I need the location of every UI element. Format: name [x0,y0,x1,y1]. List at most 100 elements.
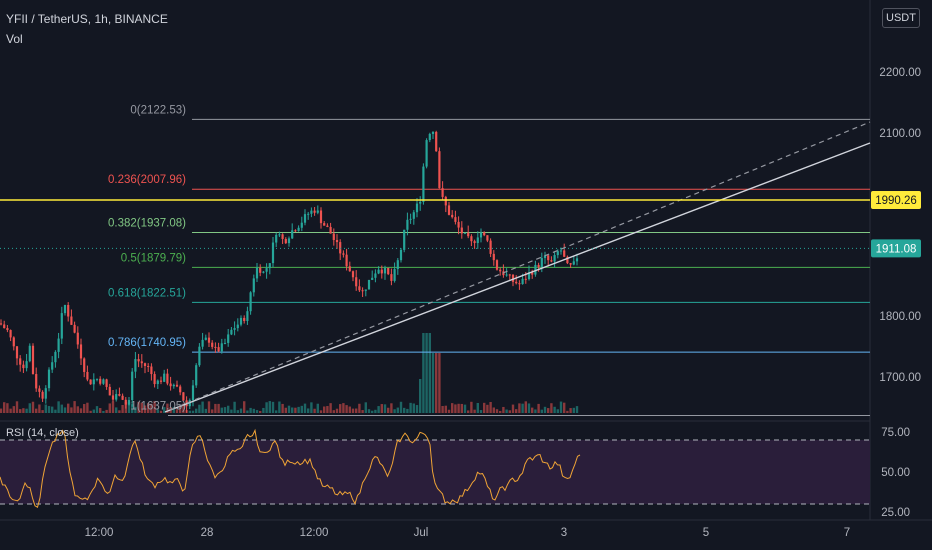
candle-body [307,213,310,215]
volume-bar [51,406,54,413]
candle-body [566,256,569,264]
volume-bar [19,409,22,413]
currency-unit-button[interactable]: USDT [882,8,920,28]
volume-bar [230,409,233,413]
volume-bar [399,401,403,413]
candle-body [28,345,31,362]
candle-body [303,214,307,223]
candle-body [335,240,339,243]
candle-body [367,279,371,290]
volume-bar [521,403,524,413]
fibonacci-retracement[interactable]: 0(2122.53) 0.236(2007.96) 0.382(1937.08) 0.… [108,104,870,416]
rsi-line [0,428,581,508]
candle-body [25,361,28,369]
volume-bar [95,406,99,413]
horizontal-lines[interactable] [0,199,870,249]
volume-bar [412,403,415,413]
candle-body [243,317,246,322]
rsi-tick-label: 75.00 [881,427,910,439]
volume-bar [463,404,467,413]
candle-body [246,311,249,322]
candle-body [537,264,540,268]
volume-bar [102,410,105,413]
grid-lines [0,0,932,521]
volume-bar [495,409,499,413]
price-tick-label: 2100.00 [879,128,921,140]
volume-bar [28,403,31,413]
candle-body [271,242,275,264]
candle-body [220,343,223,352]
volume-bar [329,403,332,413]
candle-body [323,223,326,226]
candle-body [105,379,108,387]
candle-body [143,363,147,366]
volume-bar [374,409,377,413]
horizontal-level-price-label-box [871,191,921,210]
volume-bar [172,406,175,413]
candle-body [339,242,342,254]
candle-body [431,131,435,134]
volume-bar [217,403,220,413]
volume-bar [287,405,291,413]
candle-body [195,365,198,386]
candle-body [559,250,563,252]
candle-body [275,234,278,243]
volume-bar [467,410,470,413]
trend-lines[interactable] [164,121,871,413]
volume-bar [70,407,73,413]
volume-bar [207,401,211,413]
volume-bar [300,405,303,413]
time-tick-label: 3 [561,527,567,539]
volume-bar [489,401,492,413]
volume-bar [284,407,287,413]
candle-body [230,329,233,335]
candle-body [179,386,182,393]
candle-body [473,241,476,244]
candle-body [454,217,457,222]
candle-body [38,388,41,392]
volume-bar [268,401,271,413]
candle-body [92,379,95,385]
candle-body [147,365,150,367]
candle-body [172,384,175,387]
candle-body [425,140,428,167]
rsi-tick-label: 50.00 [881,467,910,479]
candle-body [262,271,265,273]
volume-bar [543,406,547,413]
candle-body [102,379,105,384]
candle-body [22,364,25,369]
volume-bar [569,408,572,413]
candle-body [3,324,6,329]
price-tick-label: 1800.00 [879,311,921,323]
candles [0,130,579,413]
volume-bar [431,353,435,413]
candle-body [54,351,57,363]
candle-body [447,205,451,215]
volume-bar [435,353,438,413]
volume-bar [201,401,204,413]
volume-bar [297,406,300,413]
volume-bar [255,410,259,413]
candle-body [150,366,153,375]
volume-bar [47,406,51,413]
candle-body [396,260,399,270]
candle-body [550,260,553,262]
candle-body [95,378,99,380]
volume-bar [3,402,6,413]
volume-bar [380,404,383,413]
candle-body [489,240,492,254]
candle-body [191,385,195,401]
volume-bar [281,403,284,413]
volume-bar [108,403,111,413]
candle-body [428,133,431,141]
fib-level-label: 0.5(1879.79) [121,252,186,264]
candle-body [255,267,259,279]
candle-body [236,324,239,329]
volume-bar [156,409,159,413]
candle-body [540,258,543,268]
volume-bar [492,407,495,413]
price-tick-label: 2200.00 [879,67,921,79]
volume-bar [550,403,553,413]
candle-body [451,214,454,218]
